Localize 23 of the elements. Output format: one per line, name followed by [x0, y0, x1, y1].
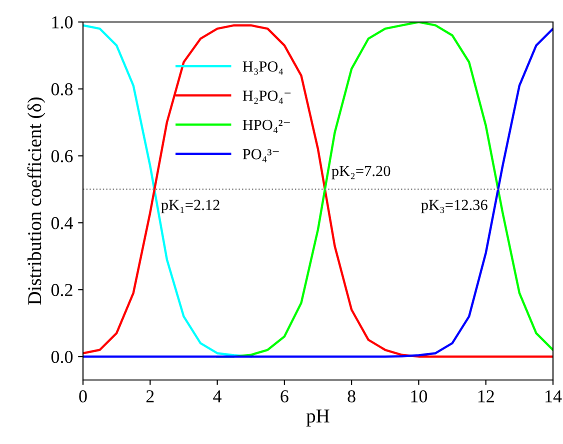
- y-tick-label: 0.8: [51, 83, 73, 96]
- y-tick-label: 0.2: [51, 284, 72, 296]
- x-tick-label: 12: [478, 390, 494, 402]
- y-tick-label: 0.4: [51, 217, 73, 230]
- legend-label: HPO₄²⁻: [242, 120, 290, 134]
- legend-label: H₂PO₄⁻: [242, 90, 291, 104]
- y-axis-title: Distribution coefficient (δ): [27, 98, 46, 305]
- annotation: pK₃=12.36: [421, 200, 488, 214]
- legend-label: PO₄³⁻: [242, 149, 279, 162]
- x-axis-title: pH: [306, 410, 330, 427]
- y-tick-label: 1.0: [52, 16, 73, 29]
- x-tick-label: 6: [280, 390, 288, 402]
- x-tick-label: 10: [411, 390, 428, 402]
- annotation: pK₂=7.20: [332, 166, 390, 180]
- legend-label: H₃PO₄: [242, 61, 284, 75]
- x-tick-label: 4: [213, 390, 222, 402]
- annotation: pK₁=2.12: [161, 200, 220, 214]
- x-tick-label: 8: [348, 390, 356, 402]
- x-tick-label: 2: [146, 390, 154, 402]
- y-tick-label: 0.6: [51, 150, 73, 162]
- y-tick-label: 0.0: [51, 350, 73, 364]
- x-tick-label: 0: [79, 390, 87, 402]
- x-tick-label: 14: [546, 390, 562, 402]
